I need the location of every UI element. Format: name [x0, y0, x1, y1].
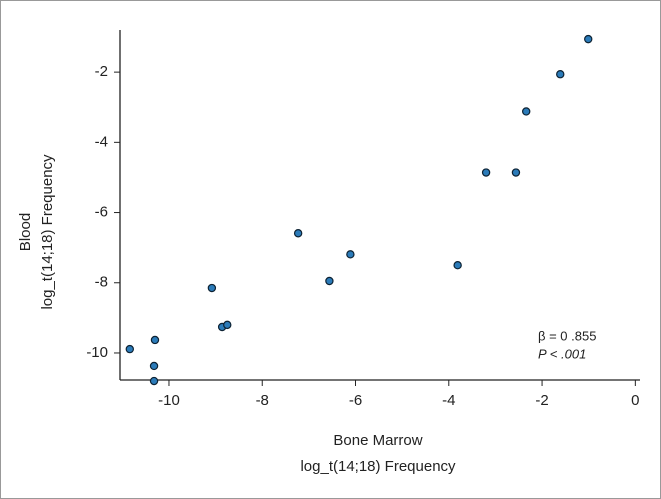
- x-tick-label: -6: [349, 392, 362, 409]
- y-axis-label: log_t(14;18) Frequency: [39, 154, 56, 310]
- point: [149, 376, 159, 386]
- y-tick-label: -6: [95, 204, 108, 221]
- point: [325, 276, 334, 286]
- point: [125, 344, 134, 354]
- point: [207, 283, 217, 293]
- point: [149, 361, 159, 371]
- y-axis-label: Blood: [17, 213, 34, 251]
- x-tick-label: 0: [631, 392, 639, 409]
- annotation: β = 0 .855: [538, 328, 596, 343]
- point: [293, 229, 303, 238]
- x-tick-label: -4: [442, 392, 455, 409]
- point: [453, 261, 462, 270]
- point: [223, 320, 232, 330]
- x-tick-label: -2: [535, 392, 548, 409]
- y-tick-label: -10: [86, 344, 108, 361]
- point: [346, 250, 355, 259]
- y-tick-label: -4: [95, 133, 108, 150]
- point: [150, 335, 160, 345]
- y-tick-label: -8: [95, 274, 108, 291]
- point: [481, 168, 491, 177]
- point: [522, 107, 531, 116]
- point: [511, 168, 521, 177]
- x-axis-label: Bone Marrow: [333, 432, 422, 449]
- x-tick-label: -8: [256, 392, 269, 409]
- y-tick-label: -2: [95, 63, 108, 80]
- point: [556, 70, 565, 79]
- point: [584, 34, 593, 44]
- annotation: P < .001: [538, 346, 586, 361]
- x-axis-label: log_t(14;18) Frequency: [300, 458, 456, 475]
- x-tick-label: -10: [158, 392, 180, 409]
